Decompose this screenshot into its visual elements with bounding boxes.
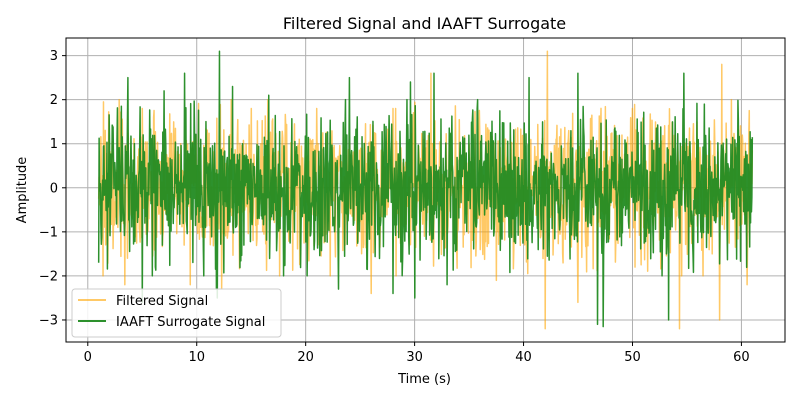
x-tick-label: 50 xyxy=(624,350,641,365)
chart-title: Filtered Signal and IAAFT Surrogate xyxy=(283,14,566,33)
plot-frame xyxy=(65,37,786,343)
y-tick-label: −2 xyxy=(39,269,58,284)
x-tick-label: 30 xyxy=(406,350,423,365)
y-tick-label: 0 xyxy=(50,181,58,196)
y-tick-label: 1 xyxy=(50,137,58,152)
x-tick-label: 20 xyxy=(297,350,314,365)
legend-box xyxy=(71,288,282,338)
x-tick-label: 40 xyxy=(515,350,532,365)
axis-ticks: 0 10 20 30 40 50 60 −3 −2 −1 0 1 2 3 xyxy=(39,49,750,365)
x-tick-label: 0 xyxy=(84,350,92,365)
legend: Filtered Signal IAAFT Surrogate Signal xyxy=(71,288,282,338)
y-tick-label: 2 xyxy=(50,93,58,108)
x-axis-label: Time (s) xyxy=(397,372,451,387)
y-tick-label: 3 xyxy=(50,49,58,64)
y-tick-label: −1 xyxy=(39,225,58,240)
y-tick-label: −3 xyxy=(39,313,58,328)
legend-label-surrogate-signal: IAAFT Surrogate Signal xyxy=(116,315,265,330)
x-tick-label: 10 xyxy=(188,350,205,365)
x-tick-label: 60 xyxy=(733,350,750,365)
series-surrogate-signal xyxy=(97,50,754,328)
legend-label-filtered-signal: Filtered Signal xyxy=(116,294,208,309)
series-lines xyxy=(97,50,754,330)
y-axis-label: Amplitude xyxy=(15,157,30,224)
